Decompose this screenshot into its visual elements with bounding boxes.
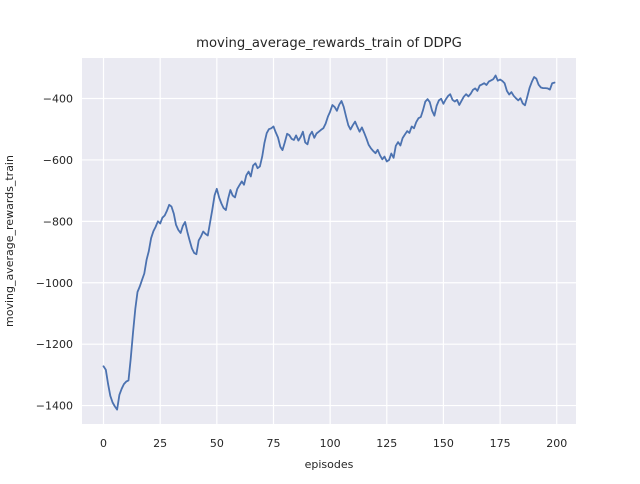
x-tick-label: 100 bbox=[320, 437, 341, 450]
plot-area bbox=[82, 58, 576, 424]
x-tick-labels: 0 25 50 75 100 125 150 175 200 bbox=[100, 437, 567, 450]
x-tick-label: 125 bbox=[376, 437, 397, 450]
grid-lines bbox=[82, 58, 576, 424]
x-tick-label: 200 bbox=[546, 437, 567, 450]
y-tick-label: −800 bbox=[43, 215, 73, 228]
x-tick-label: 175 bbox=[490, 437, 511, 450]
y-tick-label: −1200 bbox=[36, 338, 73, 351]
y-axis-label: moving_average_rewards_train bbox=[3, 155, 16, 327]
y-tick-label: −1400 bbox=[36, 400, 73, 413]
chart-title: moving_average_rewards_train of DDPG bbox=[196, 36, 462, 51]
series-line-ddpg bbox=[102, 74, 556, 411]
x-tick-label: 75 bbox=[266, 437, 280, 450]
y-tick-label: −1000 bbox=[36, 277, 73, 290]
x-tick-label: 0 bbox=[100, 437, 107, 450]
x-tick-label: 50 bbox=[210, 437, 224, 450]
x-tick-label: 150 bbox=[433, 437, 454, 450]
y-tick-label: −600 bbox=[43, 154, 73, 167]
x-tick-label: 25 bbox=[153, 437, 167, 450]
y-tick-label: −400 bbox=[43, 93, 73, 106]
y-tick-labels: −400 −600 −800 −1000 −1200 −1400 bbox=[36, 93, 73, 413]
x-axis-label: episodes bbox=[305, 458, 354, 471]
